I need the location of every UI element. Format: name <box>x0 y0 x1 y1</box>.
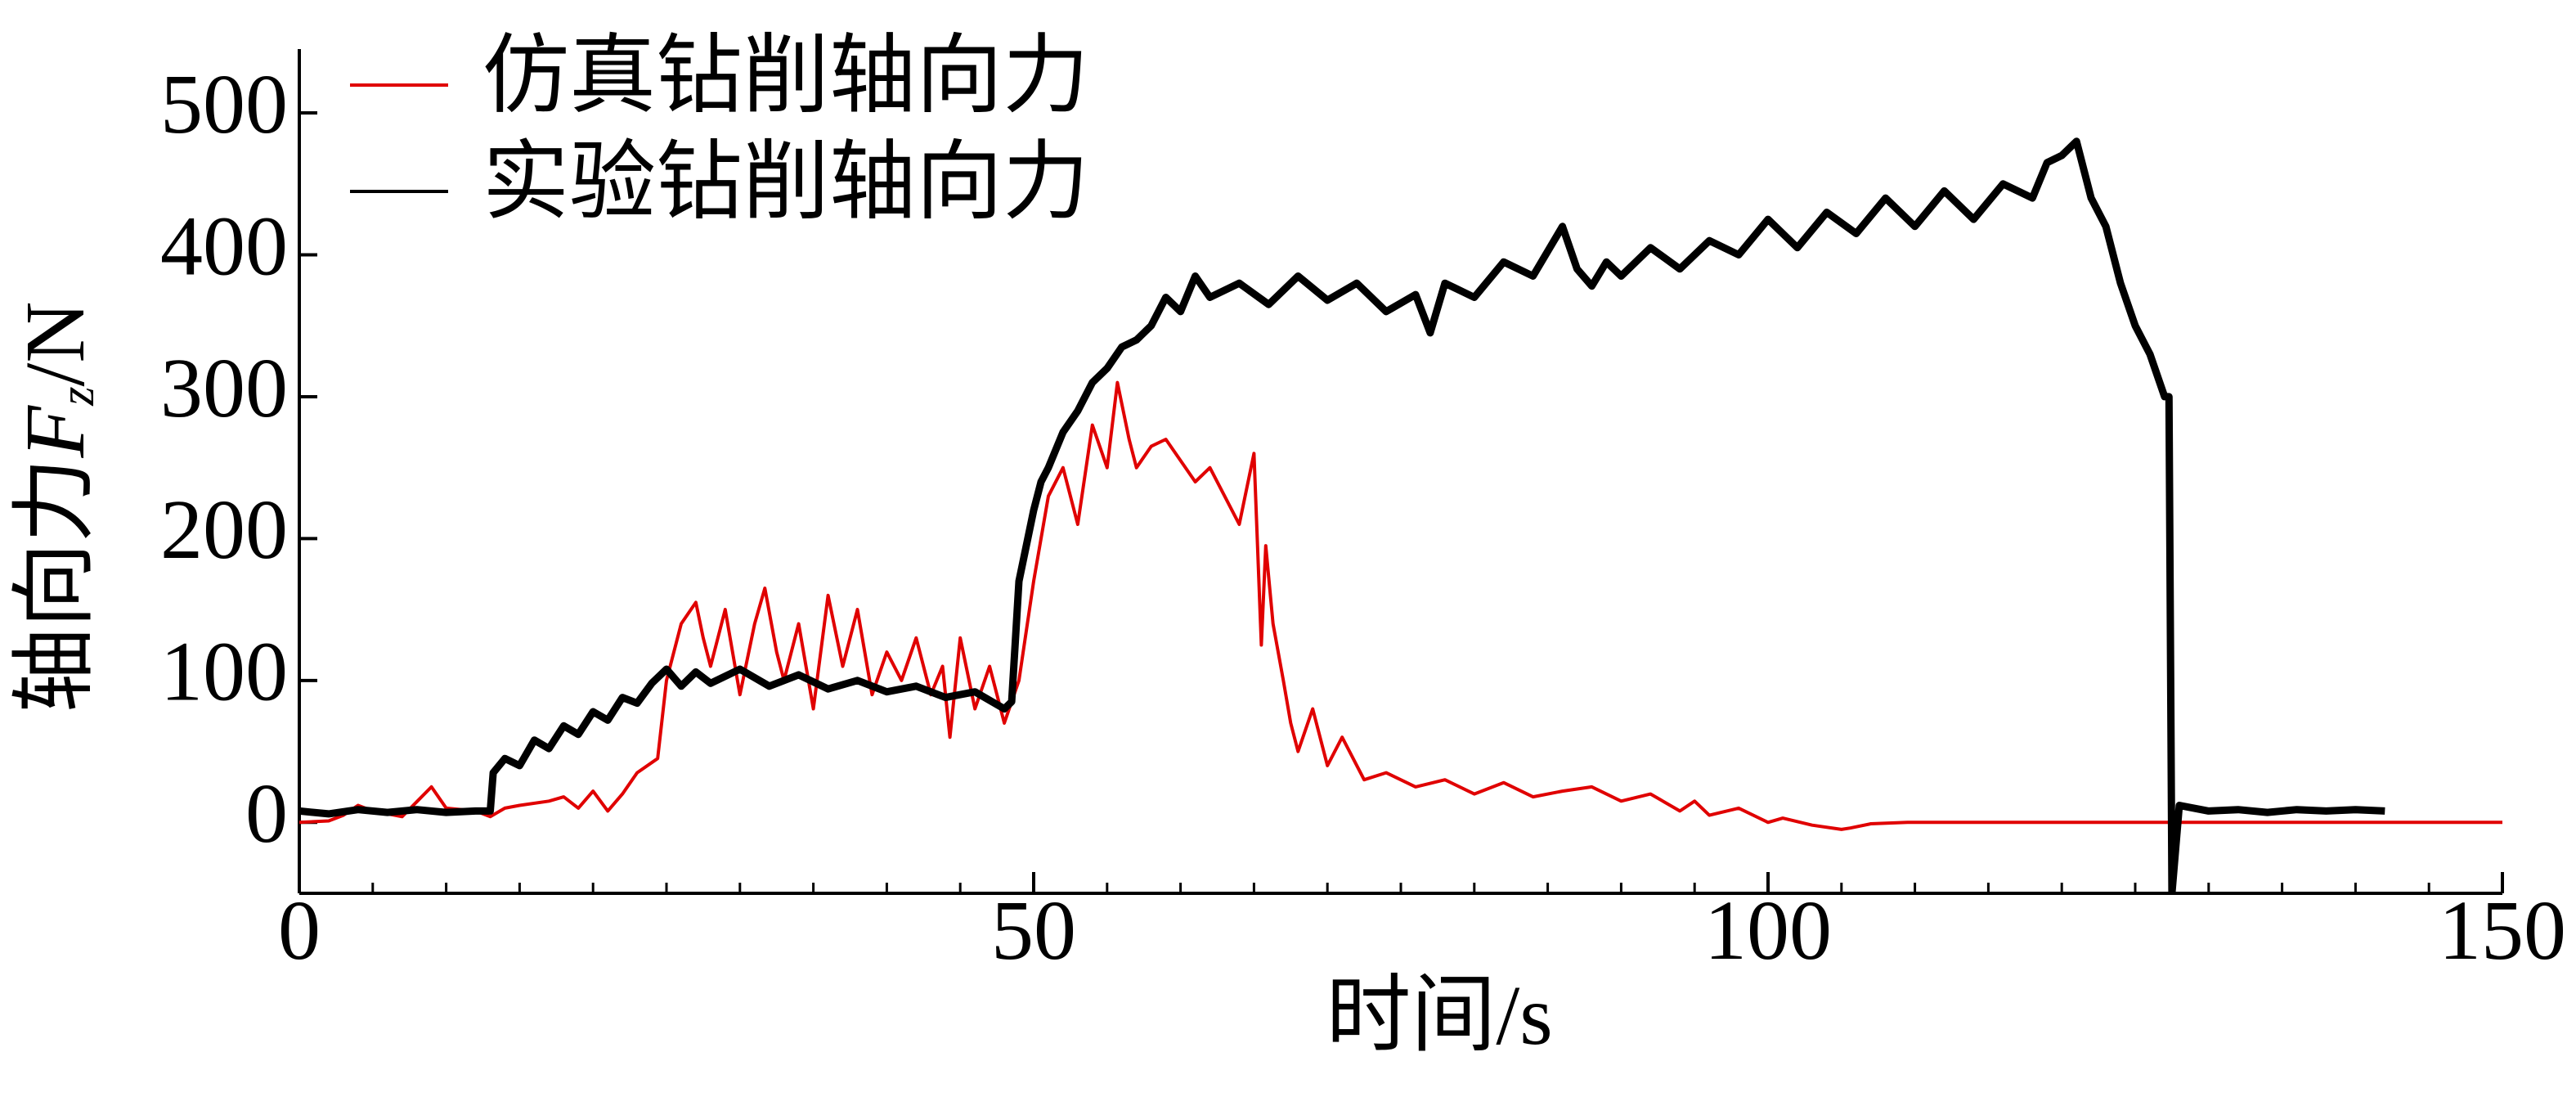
y-tick-label: 400 <box>160 199 288 293</box>
legend-label: 仿真钻削轴向力 <box>482 28 1089 124</box>
x-axis-label: 时间/s <box>1326 969 1552 1063</box>
y-tick-label: 500 <box>160 57 288 151</box>
y-axis-label: 轴向力Fz/N <box>8 302 104 713</box>
y-label-sub: z <box>50 387 104 407</box>
y-label-unit: /N <box>8 302 102 387</box>
y-tick-label: 0 <box>245 767 288 861</box>
y-tick-label: 200 <box>160 483 288 577</box>
series-line <box>299 380 2502 831</box>
legend-label: 实验钻削轴向力 <box>482 134 1089 230</box>
y-tick-label: 100 <box>160 625 288 719</box>
x-tick-label: 150 <box>2439 883 2566 978</box>
x-tick-label: 50 <box>991 883 1076 978</box>
y-label-text: 轴向力 <box>8 457 102 713</box>
x-tick-label: 0 <box>278 883 321 978</box>
x-tick-label: 100 <box>1704 883 1832 978</box>
y-label-var: F <box>8 404 102 458</box>
series-line <box>299 137 2385 893</box>
y-tick-label: 300 <box>160 341 288 435</box>
